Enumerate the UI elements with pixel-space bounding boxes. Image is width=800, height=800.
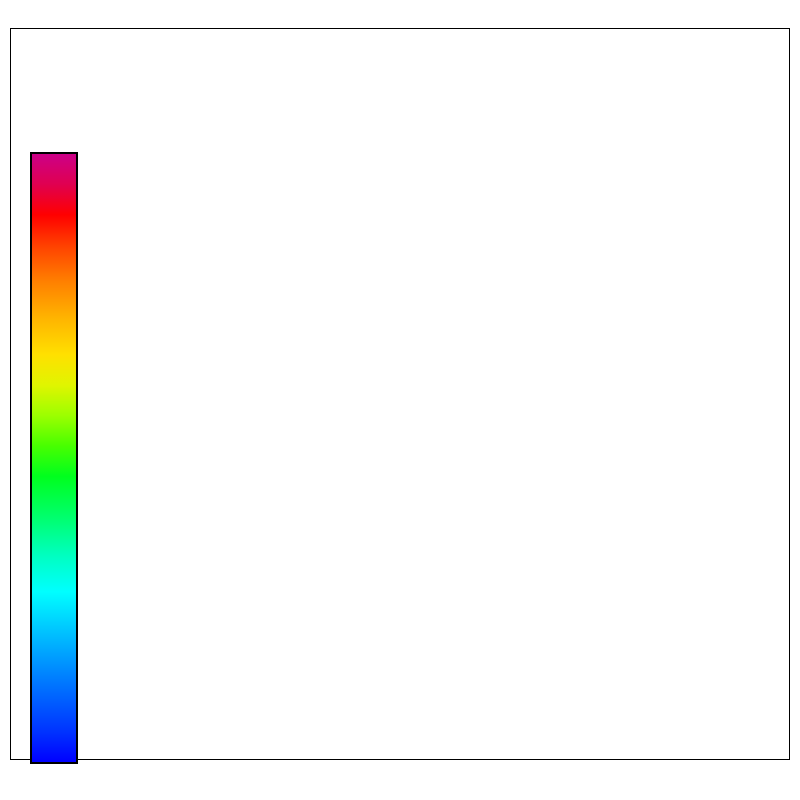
colorbar (30, 152, 78, 764)
map-plot-area[interactable] (10, 28, 790, 760)
wind-barb-layer (10, 28, 790, 760)
colorbar-gradient (30, 152, 78, 764)
